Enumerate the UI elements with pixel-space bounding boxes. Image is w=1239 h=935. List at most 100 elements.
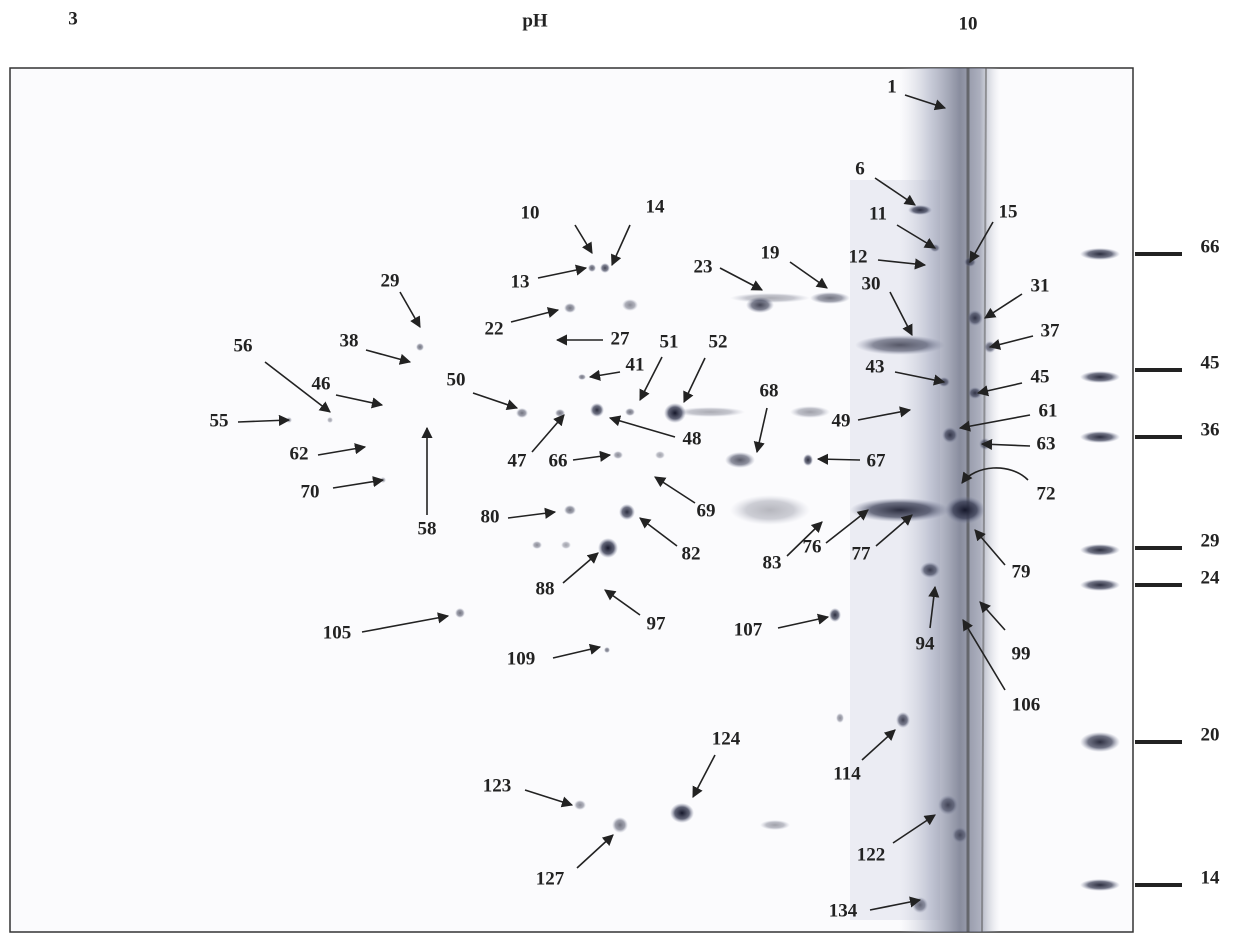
protein-spot bbox=[612, 817, 628, 833]
spot-label: 122 bbox=[857, 844, 886, 865]
protein-spot bbox=[675, 407, 745, 417]
spot-label: 72 bbox=[1037, 483, 1056, 504]
spot-label: 77 bbox=[852, 543, 872, 564]
spot-label: 79 bbox=[1012, 561, 1031, 582]
spot-label: 47 bbox=[508, 450, 528, 471]
spot-label: 38 bbox=[340, 330, 359, 351]
spot-label: 50 bbox=[447, 369, 466, 390]
spot-label: 15 bbox=[999, 201, 1018, 222]
protein-spot bbox=[945, 496, 985, 524]
marker-label: 45 bbox=[1201, 352, 1220, 373]
protein-spot bbox=[829, 608, 841, 622]
protein-spot bbox=[725, 452, 755, 468]
spot-label: 109 bbox=[507, 648, 536, 669]
protein-spot bbox=[622, 299, 638, 311]
protein-spot bbox=[670, 803, 694, 823]
protein-spot bbox=[564, 505, 576, 515]
spot-label: 61 bbox=[1039, 400, 1058, 421]
spot-label: 105 bbox=[323, 622, 352, 643]
spot-label: 55 bbox=[210, 410, 229, 431]
protein-spot bbox=[561, 541, 571, 549]
protein-spot bbox=[327, 417, 333, 423]
protein-spot bbox=[578, 374, 586, 380]
spot-label: 49 bbox=[832, 410, 851, 431]
spot-label: 123 bbox=[483, 775, 512, 796]
spot-label: 58 bbox=[418, 518, 437, 539]
protein-spot bbox=[598, 538, 618, 558]
spot-label: 29 bbox=[381, 270, 400, 291]
protein-spot bbox=[836, 713, 844, 723]
protein-spot bbox=[810, 292, 850, 304]
protein-spot bbox=[619, 504, 635, 520]
protein-spot bbox=[952, 827, 968, 843]
protein-spot bbox=[730, 293, 810, 303]
spot-label: 67 bbox=[867, 450, 887, 471]
spot-label: 46 bbox=[312, 373, 331, 394]
spot-label: 13 bbox=[511, 271, 530, 292]
ladder-band bbox=[1080, 248, 1120, 260]
spot-label: 30 bbox=[862, 273, 881, 294]
spot-label: 14 bbox=[646, 196, 666, 217]
protein-spot bbox=[455, 608, 465, 618]
spot-label: 94 bbox=[916, 633, 936, 654]
spot-label: 62 bbox=[290, 443, 309, 464]
ladder-band bbox=[1080, 879, 1120, 891]
spot-label: 124 bbox=[712, 728, 741, 749]
protein-spot bbox=[938, 795, 958, 815]
ph-title: pH bbox=[522, 10, 548, 31]
spot-label: 23 bbox=[694, 256, 713, 277]
protein-spot bbox=[532, 541, 542, 549]
protein-spot bbox=[604, 647, 610, 653]
spot-label: 107 bbox=[734, 619, 763, 640]
spot-label: 69 bbox=[697, 500, 716, 521]
spot-label: 76 bbox=[803, 536, 822, 557]
protein-spot bbox=[942, 427, 958, 443]
spot-label: 114 bbox=[833, 763, 861, 784]
spot-label: 63 bbox=[1037, 433, 1056, 454]
spot-label: 1 bbox=[887, 76, 897, 97]
spot-label: 127 bbox=[536, 868, 565, 889]
spot-label: 31 bbox=[1031, 275, 1050, 296]
spot-label: 99 bbox=[1012, 643, 1031, 664]
protein-spot bbox=[574, 800, 586, 810]
protein-spot bbox=[613, 451, 623, 459]
protein-spot bbox=[920, 562, 940, 578]
marker-label: 14 bbox=[1201, 867, 1221, 888]
protein-spot bbox=[850, 498, 950, 522]
spot-label: 27 bbox=[611, 328, 631, 349]
spot-label: 70 bbox=[301, 481, 320, 502]
protein-spot bbox=[655, 451, 665, 459]
ladder-band bbox=[1080, 579, 1120, 591]
protein-spot bbox=[967, 310, 983, 326]
marker-label: 24 bbox=[1201, 567, 1221, 588]
marker-label: 36 bbox=[1201, 419, 1220, 440]
spot-label: 43 bbox=[866, 356, 885, 377]
protein-spot bbox=[564, 303, 576, 313]
protein-spot bbox=[908, 205, 932, 215]
spot-label: 48 bbox=[683, 428, 702, 449]
spot-label: 80 bbox=[481, 506, 500, 527]
protein-spot bbox=[760, 820, 790, 830]
protein-spot bbox=[588, 264, 596, 272]
spot-label: 88 bbox=[536, 578, 555, 599]
marker-label: 20 bbox=[1201, 724, 1220, 745]
arrow bbox=[818, 459, 860, 460]
protein-spot bbox=[590, 403, 604, 417]
protein-spot bbox=[625, 408, 635, 416]
spot-label: 41 bbox=[626, 354, 645, 375]
spot-label: 56 bbox=[234, 335, 253, 356]
spot-label: 82 bbox=[682, 543, 701, 564]
spot-label: 97 bbox=[647, 613, 667, 634]
protein-spot bbox=[855, 335, 945, 355]
spot-label: 19 bbox=[761, 242, 780, 263]
ladder-band bbox=[1080, 732, 1120, 752]
spot-label: 66 bbox=[549, 450, 568, 471]
ph-low: 3 bbox=[68, 8, 78, 29]
ph-high: 10 bbox=[959, 13, 978, 34]
spot-label: 52 bbox=[709, 331, 728, 352]
spot-label: 134 bbox=[829, 900, 858, 921]
protein-spot bbox=[896, 712, 910, 728]
spot-label: 22 bbox=[485, 318, 504, 339]
ladder-band bbox=[1080, 371, 1120, 383]
protein-spot bbox=[730, 495, 810, 525]
